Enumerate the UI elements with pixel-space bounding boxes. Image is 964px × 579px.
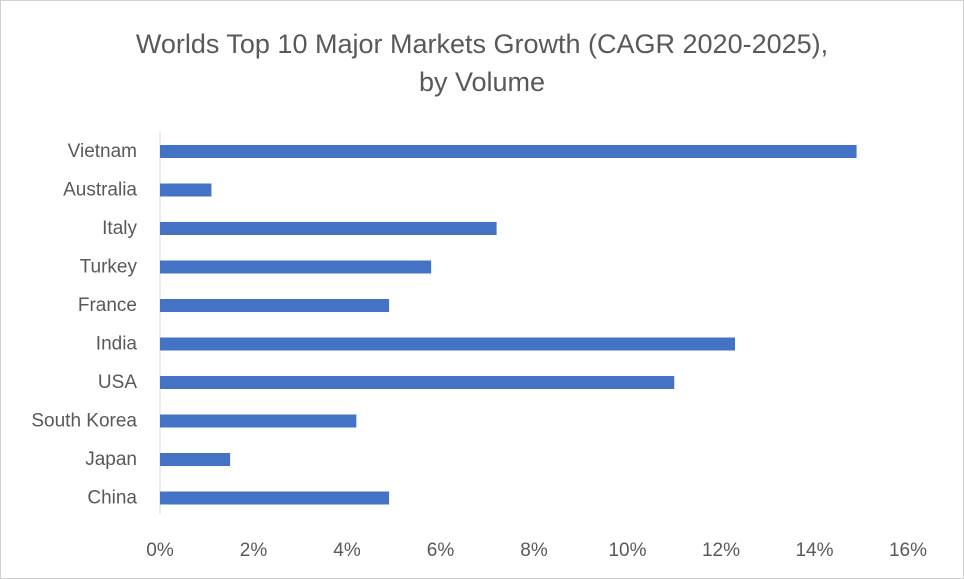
category-label-japan: Japan <box>85 449 137 470</box>
bar-france <box>160 299 390 312</box>
chart-title-line-1: Worlds Top 10 Major Markets Growth (CAGR… <box>135 29 829 59</box>
category-label-vietnam: Vietnam <box>68 141 137 162</box>
chart-title-line-2: by Volume <box>418 67 546 97</box>
category-label-france: France <box>78 295 137 316</box>
bar-india <box>160 337 736 351</box>
category-labels-group: Vietnam Australia Italy Turkey France India US… <box>31 141 137 509</box>
x-tick-label: 10% <box>608 540 646 561</box>
x-tick-label: 6% <box>427 540 455 561</box>
x-tick-label: 4% <box>333 540 361 561</box>
category-label-italy: Italy <box>102 218 137 239</box>
bar-south-korea <box>160 414 357 428</box>
x-tick-label: 14% <box>795 540 833 561</box>
category-label-usa: USA <box>98 372 137 393</box>
bars-group <box>160 145 857 505</box>
bar-japan <box>160 453 231 466</box>
bar-usa <box>160 376 675 389</box>
tick-labels-group: 0% 2% 4% 6% 8% 10% 12% 14% 16% <box>146 540 927 561</box>
x-tick-label: 12% <box>702 540 740 561</box>
bar-italy <box>160 222 497 235</box>
category-label-china: China <box>87 488 137 509</box>
bar-turkey <box>160 260 432 274</box>
category-label-turkey: Turkey <box>80 257 138 278</box>
category-label-india: India <box>96 334 138 355</box>
bar-china <box>160 491 390 505</box>
x-tick-label: 16% <box>889 540 927 561</box>
chart-title: Worlds Top 10 Major Markets Growth (CAGR… <box>1 25 963 101</box>
bar-australia <box>160 183 212 197</box>
x-tick-label: 8% <box>520 540 548 561</box>
bar-vietnam <box>160 145 857 158</box>
category-label-south-korea: South Korea <box>31 411 137 432</box>
x-tick-label: 2% <box>240 540 268 561</box>
x-tick-label: 0% <box>146 540 174 561</box>
category-label-australia: Australia <box>63 180 137 201</box>
